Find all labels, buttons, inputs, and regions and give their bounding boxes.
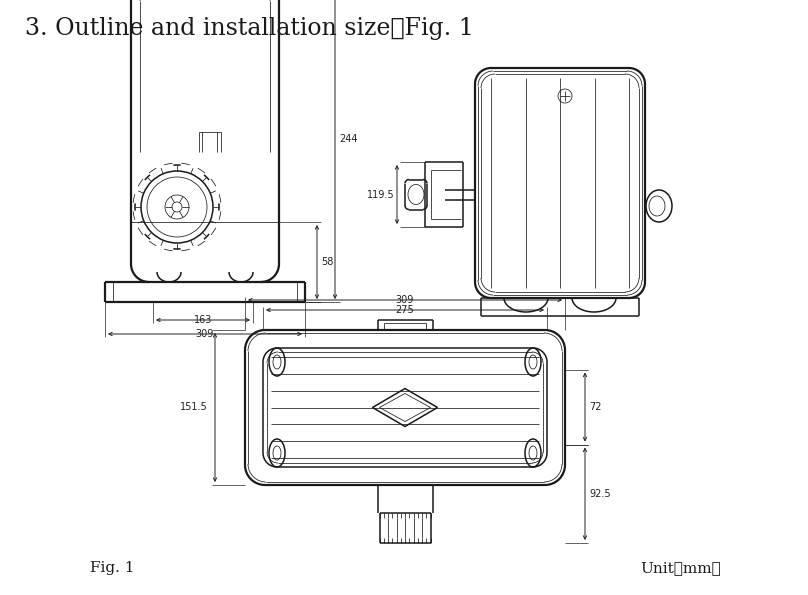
- Text: 244: 244: [339, 134, 357, 145]
- Text: Unit（mm）: Unit（mm）: [640, 561, 721, 575]
- Text: 3. Outline and installation size（Fig. 1: 3. Outline and installation size（Fig. 1: [25, 17, 473, 39]
- Text: 58: 58: [321, 257, 334, 267]
- Text: 72: 72: [589, 402, 601, 412]
- Text: 151.5: 151.5: [180, 402, 208, 412]
- Text: 119.5: 119.5: [367, 189, 394, 199]
- Text: 92.5: 92.5: [589, 488, 611, 499]
- Text: 275: 275: [396, 305, 415, 315]
- Text: Fig. 1: Fig. 1: [90, 561, 134, 575]
- Text: 163: 163: [194, 315, 213, 325]
- Text: 309: 309: [396, 295, 415, 305]
- Text: 309: 309: [196, 329, 214, 339]
